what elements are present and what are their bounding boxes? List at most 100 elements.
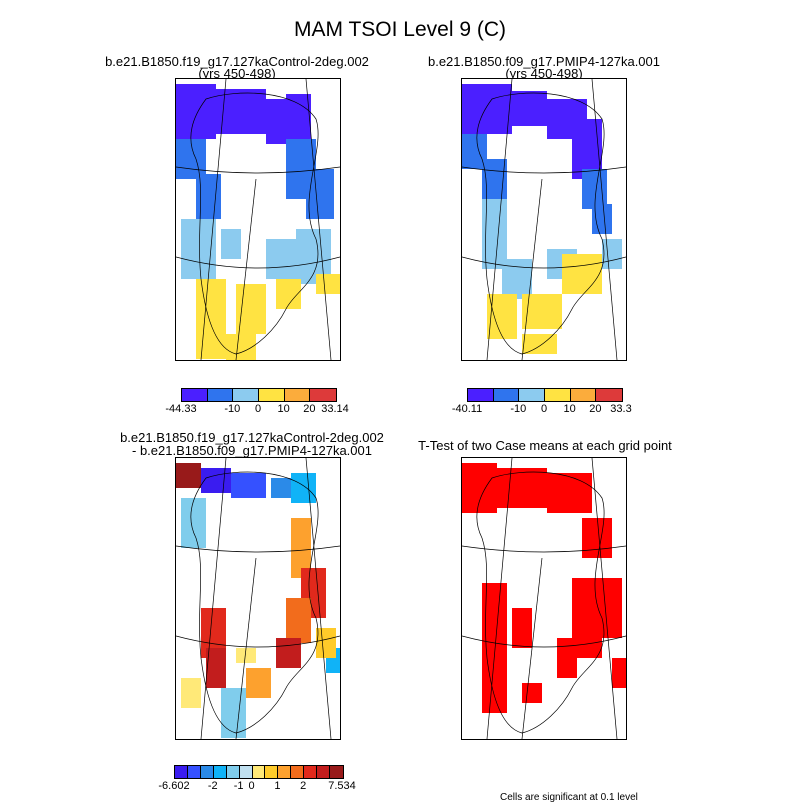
map-cell xyxy=(286,598,311,643)
map-cell xyxy=(547,473,592,513)
map-cell xyxy=(216,89,266,134)
map-cell xyxy=(592,204,612,234)
coastline xyxy=(190,92,319,355)
map-cell xyxy=(266,239,296,279)
coastline xyxy=(190,471,319,734)
map-cell xyxy=(196,279,226,359)
colorbar-swatch xyxy=(278,766,292,778)
graticule-line xyxy=(176,635,340,648)
colorbar-swatch xyxy=(519,389,545,401)
colorbar-tick-label: -2 xyxy=(207,780,218,792)
map-cell xyxy=(316,628,336,658)
page-title: MAM TSOI Level 9 (C) xyxy=(294,18,506,41)
colorbar-tick-label: 0 xyxy=(540,403,548,415)
map-svg-ttest xyxy=(462,458,626,739)
map-cell xyxy=(176,463,201,488)
graticule-line xyxy=(176,166,340,174)
map-cell xyxy=(206,648,226,688)
graticule-line xyxy=(462,545,626,553)
graticule-line xyxy=(176,545,340,553)
colorbar-swatch xyxy=(468,389,494,401)
map-svg-difference xyxy=(176,458,340,739)
colorbar-tick-label: 33.14 xyxy=(321,403,349,415)
colorbar-tick-label: -44.33 xyxy=(165,403,197,415)
coastline xyxy=(476,471,605,734)
map-cell xyxy=(236,648,256,663)
colorbar-swatch xyxy=(226,766,240,778)
colorbar-swatch xyxy=(284,389,311,401)
colorbar-tick-label: -40.11 xyxy=(451,403,483,415)
map-cell xyxy=(181,498,206,548)
colorbar-swatch xyxy=(317,766,331,778)
map-cell xyxy=(612,658,626,688)
map-svg-control xyxy=(176,79,340,360)
colorbar-swatch xyxy=(207,389,234,401)
panel-2-title-line1: b.e21.B1850.f09_g17.PMIP4-127ka.001 xyxy=(427,54,660,69)
map-cell xyxy=(512,91,547,126)
graticule-line xyxy=(521,557,543,739)
graticule-line xyxy=(235,178,257,360)
map-cell xyxy=(597,578,622,638)
graticule-line xyxy=(462,166,626,174)
colorbar-swatch xyxy=(291,766,305,778)
colorbar-tick-label: 33.3 xyxy=(610,403,632,415)
colorbar-tick-label: -1 xyxy=(233,780,244,792)
colorbar-swatch xyxy=(239,766,253,778)
map-cell xyxy=(276,279,301,309)
map-cell xyxy=(236,284,266,334)
colorbar-tick-label: 20 xyxy=(303,403,316,415)
map-cell xyxy=(176,84,216,139)
map-cell xyxy=(291,473,316,503)
colorbar-swatch xyxy=(233,389,259,401)
panel-2-title-line2: (yrs 450-498) xyxy=(505,66,583,81)
colorbar-swatch xyxy=(213,766,227,778)
colorbar-tick-label: 0 xyxy=(254,403,262,415)
map-cell xyxy=(306,169,334,219)
graticule-line xyxy=(462,256,626,269)
colorbar-swatch xyxy=(182,389,208,401)
map-cell xyxy=(522,294,562,329)
map-cell xyxy=(502,259,532,299)
colorbar-swatch xyxy=(544,389,571,401)
map-cell xyxy=(201,468,231,493)
map-cell xyxy=(522,683,542,703)
map-panel-ttest xyxy=(461,457,627,740)
map-cell xyxy=(487,294,517,339)
footnote: Cells are significant at 0.1 level xyxy=(500,792,638,803)
map-cell xyxy=(231,473,266,498)
map-cell xyxy=(286,94,311,139)
map-cell xyxy=(522,334,557,354)
colorbar-swatch xyxy=(175,766,188,778)
map-cell xyxy=(276,638,301,668)
map-cell xyxy=(557,638,577,678)
panel-1-title-line2: (yrs 450-498) xyxy=(198,66,276,81)
colorbar-swatch xyxy=(596,389,622,401)
colorbar-tick-label: 0 xyxy=(248,780,255,792)
map-cell xyxy=(582,518,612,558)
colorbar-difference xyxy=(174,765,344,779)
colorbar-swatch xyxy=(200,766,214,778)
graticule-line xyxy=(200,458,227,739)
colorbar-swatch xyxy=(258,389,285,401)
map-cell xyxy=(221,229,241,259)
map-cell xyxy=(221,688,246,738)
colorbar-tick-label: -10 xyxy=(510,403,527,415)
colorbar-tick-label: -10 xyxy=(224,403,241,415)
colorbar-tick-label: 10 xyxy=(277,403,290,415)
map-cell xyxy=(271,478,296,498)
colorbar-swatch xyxy=(304,766,318,778)
graticule-line xyxy=(521,178,543,360)
graticule-line xyxy=(200,79,227,360)
map-cell xyxy=(181,678,201,708)
map-cell xyxy=(512,608,532,648)
graticule-line xyxy=(305,458,332,739)
graticule-line xyxy=(486,79,513,360)
map-cell xyxy=(562,254,602,294)
colorbar-swatch xyxy=(310,389,336,401)
colorbar-tick-label: 20 xyxy=(589,403,602,415)
panel-3-title-line1: b.e21.B1850.f19_g17.127kaControl-2deg.00… xyxy=(120,430,384,445)
graticule-line xyxy=(591,458,618,739)
map-cell xyxy=(462,463,497,513)
map-cell xyxy=(181,219,216,279)
colorbar-tick-label: 7.534 xyxy=(328,780,356,792)
